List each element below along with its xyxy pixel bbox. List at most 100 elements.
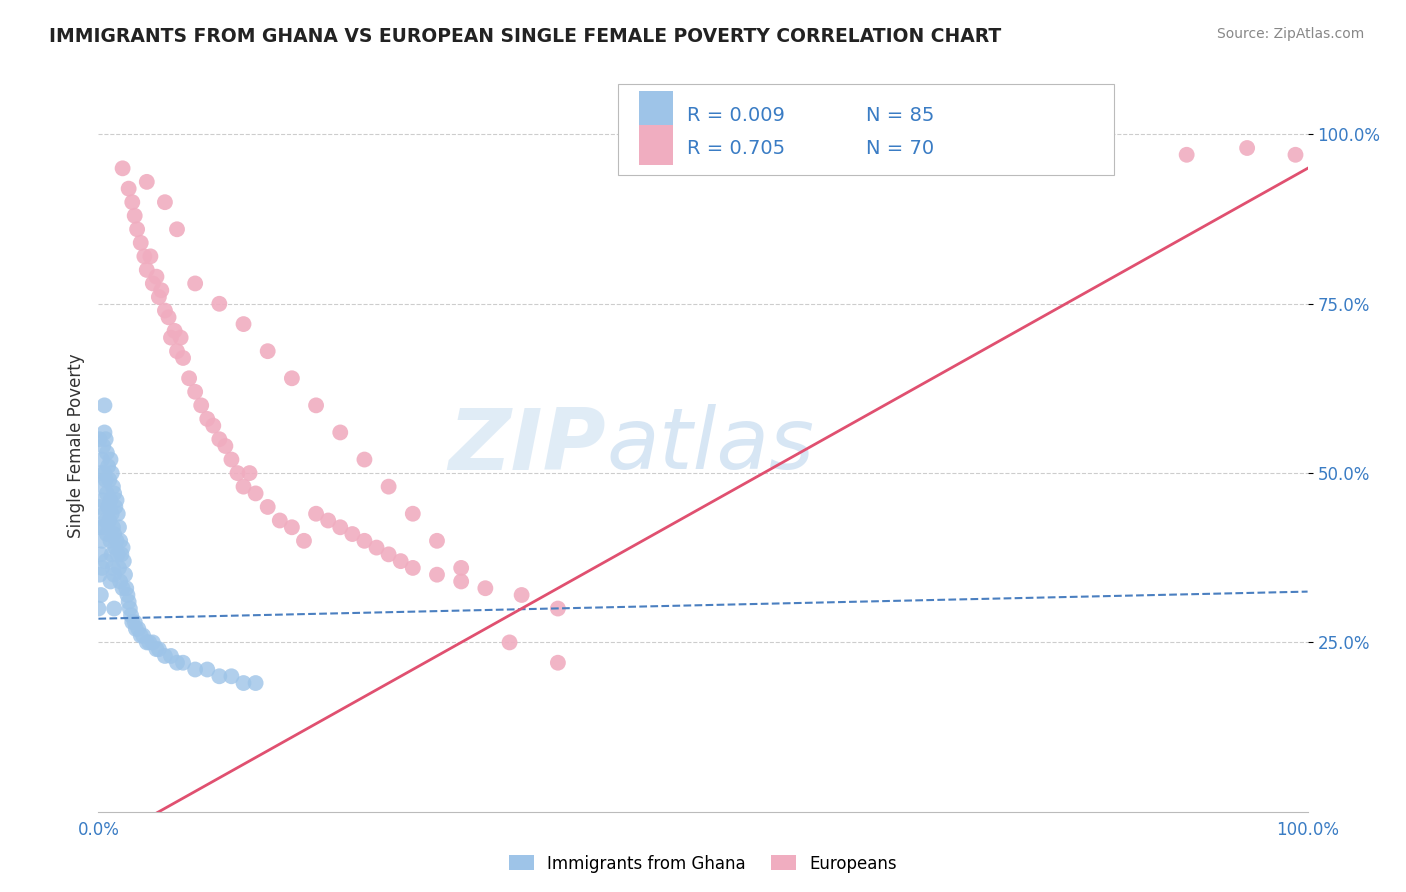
Point (105, 493, 128, 508)
Point (166, 344, 188, 359)
Point (100, 493, 122, 508)
Text: R = 0.009: R = 0.009 (688, 106, 785, 125)
Point (281, 520, 304, 534)
Point (96, 527, 118, 541)
Point (134, 249, 156, 263)
Legend: Immigrants from Ghana, Europeans: Immigrants from Ghana, Europeans (502, 848, 904, 880)
Point (87, 601, 110, 615)
Point (142, 635, 165, 649)
Point (139, 249, 162, 263)
Point (111, 161, 134, 176)
Point (402, 507, 425, 521)
Point (107, 507, 129, 521)
Point (96, 446, 118, 460)
Point (91, 480, 114, 494)
Point (547, 601, 569, 615)
Point (108, 561, 131, 575)
Point (135, 263, 157, 277)
Point (226, 466, 249, 480)
Point (110, 547, 132, 561)
Point (101, 480, 124, 494)
Point (96, 486, 118, 500)
Point (104, 500, 127, 514)
Point (98, 473, 121, 487)
Point (305, 398, 328, 412)
Point (103, 527, 125, 541)
Point (547, 656, 569, 670)
Point (202, 418, 225, 433)
Point (108, 574, 131, 589)
Point (91, 520, 114, 534)
Point (101, 520, 124, 534)
Point (90, 588, 112, 602)
Point (91, 493, 114, 508)
Point (89, 500, 111, 514)
Point (166, 656, 188, 670)
FancyBboxPatch shape (638, 125, 673, 165)
Point (190, 398, 212, 412)
Point (91, 439, 114, 453)
Text: N = 85: N = 85 (866, 106, 935, 125)
Point (172, 656, 194, 670)
Text: ZIP: ZIP (449, 404, 606, 488)
Point (281, 371, 304, 385)
Point (94, 554, 117, 568)
Point (342, 527, 364, 541)
Point (305, 507, 328, 521)
Point (127, 222, 149, 236)
Point (166, 222, 188, 236)
Point (329, 520, 352, 534)
Point (100, 533, 122, 548)
Point (148, 290, 170, 304)
Point (132, 629, 155, 643)
Point (450, 574, 472, 589)
Point (97, 500, 120, 514)
Point (221, 669, 243, 683)
Point (135, 635, 157, 649)
Point (97, 459, 120, 474)
Point (153, 648, 176, 663)
Point (256, 500, 278, 514)
Point (292, 533, 315, 548)
Point (269, 514, 291, 528)
Point (103, 486, 125, 500)
Point (114, 567, 136, 582)
Point (117, 588, 139, 602)
Point (160, 331, 183, 345)
Point (115, 581, 138, 595)
Point (1236, 141, 1258, 155)
Point (142, 277, 165, 291)
Point (108, 520, 131, 534)
Point (450, 561, 472, 575)
Point (93, 425, 115, 440)
Point (124, 209, 146, 223)
Point (89, 432, 111, 446)
Point (100, 574, 122, 589)
Point (120, 608, 142, 623)
Point (389, 554, 412, 568)
Point (101, 561, 124, 575)
Point (184, 663, 207, 677)
Point (153, 195, 176, 210)
Point (153, 303, 176, 318)
Text: Source: ZipAtlas.com: Source: ZipAtlas.com (1216, 27, 1364, 41)
Point (94, 473, 117, 487)
Point (105, 533, 128, 548)
Point (232, 317, 254, 331)
Point (125, 622, 148, 636)
Point (111, 541, 134, 555)
Point (118, 595, 141, 609)
Point (163, 324, 186, 338)
Point (1175, 148, 1198, 162)
FancyBboxPatch shape (619, 84, 1114, 176)
Point (510, 588, 533, 602)
Point (377, 480, 399, 494)
Text: R = 0.705: R = 0.705 (688, 139, 786, 159)
Point (214, 439, 236, 453)
Point (90, 520, 112, 534)
Point (169, 331, 191, 345)
Point (100, 547, 122, 561)
Point (208, 432, 231, 446)
Point (124, 615, 146, 629)
Point (100, 466, 122, 480)
